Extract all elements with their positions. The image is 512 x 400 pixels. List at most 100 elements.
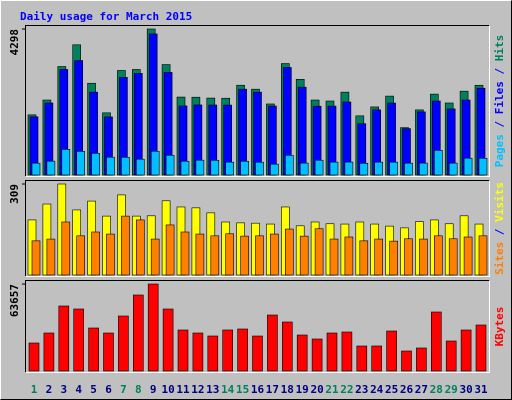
bar (46, 238, 56, 276)
bar (150, 238, 160, 276)
bar (311, 338, 323, 372)
x-tick-label: 3 (60, 383, 67, 396)
bar (91, 152, 100, 176)
bar (136, 158, 145, 176)
bar (296, 334, 308, 372)
x-tick-label: 5 (90, 383, 97, 396)
bar (356, 345, 368, 372)
x-tick-label: 11 (176, 383, 190, 396)
bar (299, 162, 309, 176)
x-tick-label: 4 (75, 383, 82, 396)
bar (207, 335, 219, 372)
bar (284, 154, 294, 176)
x-tick-label: 13 (206, 383, 219, 396)
legend: KBytes (493, 307, 506, 347)
bar (463, 157, 473, 176)
x-tick-label: 22 (340, 383, 353, 396)
bar (177, 329, 189, 372)
bar (165, 154, 175, 176)
bar (297, 86, 307, 176)
bar (31, 240, 41, 276)
bar (210, 235, 220, 276)
bar (281, 321, 293, 372)
bar (91, 231, 100, 276)
x-tick-label: 14 (221, 383, 235, 396)
bar (419, 238, 428, 276)
x-tick-label: 18 (281, 383, 294, 396)
bar (103, 332, 114, 372)
bar (433, 150, 443, 176)
bar (61, 149, 71, 176)
bar (240, 160, 249, 176)
bar (433, 235, 443, 276)
bar (252, 335, 263, 372)
legend-entry: Visits (493, 182, 506, 222)
bar (460, 329, 472, 372)
bar (240, 235, 249, 276)
bar (118, 315, 129, 372)
bar (73, 308, 84, 372)
chart-title: Daily usage for March 2015 (20, 10, 192, 23)
legend: Pages / Files / Hits (493, 35, 506, 168)
x-tick-label: 16 (251, 383, 265, 396)
x-tick-label: 30 (459, 383, 472, 396)
legend-separator: / (493, 114, 506, 134)
legend: Sites / Visits (493, 182, 506, 275)
bar (106, 233, 115, 276)
bar (299, 235, 309, 276)
bar (284, 228, 294, 276)
x-tick-label: 8 (135, 383, 142, 396)
legend-separator: / (493, 61, 506, 81)
bar (430, 311, 442, 372)
x-tick-label: 27 (415, 383, 428, 396)
bar (210, 159, 220, 176)
bar (88, 327, 99, 372)
bar (326, 332, 338, 372)
panel-border-dark (25, 180, 490, 277)
bar (147, 283, 159, 372)
bar (341, 331, 353, 372)
bar (389, 240, 398, 276)
panel-border-dark (25, 25, 490, 177)
bar (195, 233, 205, 276)
bar (475, 324, 487, 372)
bar (448, 162, 458, 176)
bar (136, 219, 145, 276)
bar (386, 330, 397, 372)
bar (389, 161, 398, 176)
bar (76, 151, 85, 176)
bar (162, 308, 174, 372)
bar (314, 159, 324, 176)
bar (478, 157, 488, 176)
y-tick-label: 63657 (8, 284, 21, 317)
bar (329, 161, 339, 176)
bar (121, 215, 130, 276)
bar (270, 233, 279, 276)
x-tick-label: 24 (370, 383, 384, 396)
bar (237, 328, 248, 372)
x-tick-label: 25 (385, 383, 398, 396)
x-tick-label: 28 (430, 383, 443, 396)
x-tick-label: 20 (310, 383, 323, 396)
panel-border-light (25, 280, 490, 373)
bar (371, 345, 383, 372)
bar (28, 342, 40, 372)
bar (43, 332, 55, 372)
bar (359, 240, 369, 276)
bar (180, 160, 190, 176)
bar (180, 231, 190, 276)
bar (448, 238, 458, 276)
x-tick-label: 6 (105, 383, 112, 396)
bar (419, 162, 428, 176)
legend-entry: Pages (493, 134, 506, 167)
bar (165, 224, 175, 276)
bar (106, 156, 115, 176)
bar (133, 294, 144, 372)
bar (222, 329, 233, 372)
x-tick-label: 26 (400, 383, 414, 396)
bar (359, 162, 369, 176)
bar (401, 350, 412, 372)
legend-entry: Sites (493, 242, 506, 275)
